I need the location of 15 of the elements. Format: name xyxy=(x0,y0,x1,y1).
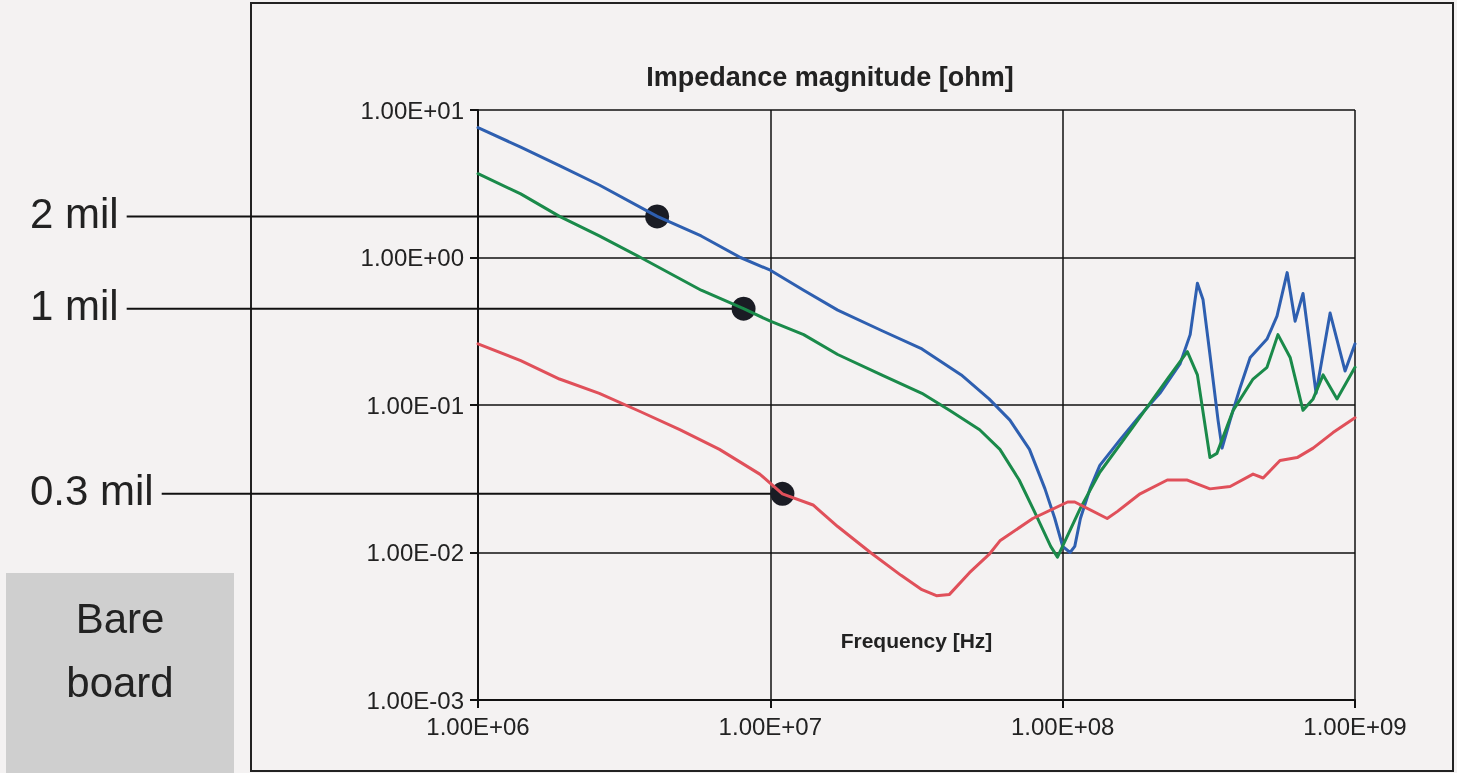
x-tick-label: 1.00E+07 xyxy=(718,712,823,740)
x-axis-title: Frequency [Hz] xyxy=(840,629,993,652)
y-tick-label: 1.00E-02 xyxy=(366,539,464,566)
y-tick-label: 1.00E-01 xyxy=(366,391,464,419)
annotation: 0.3 mil xyxy=(30,467,154,515)
text: Bare board xyxy=(65,594,175,708)
chart-title: Impedance magnitude [ohm] xyxy=(646,61,1014,92)
y-tick-label: 1.00E+01 xyxy=(360,96,464,124)
y-tick-label: 1.00E-03 xyxy=(366,686,464,714)
x-tick-label: 1.00E+08 xyxy=(1010,712,1115,740)
x-tick-label: 1.00E+09 xyxy=(1303,712,1407,740)
annotation: 1 mil xyxy=(30,282,119,330)
x-tick-label: 1.00E+06 xyxy=(426,712,530,740)
y-tick-label: 1.00E+00 xyxy=(360,244,464,271)
annotation: 2 mil xyxy=(30,189,119,237)
